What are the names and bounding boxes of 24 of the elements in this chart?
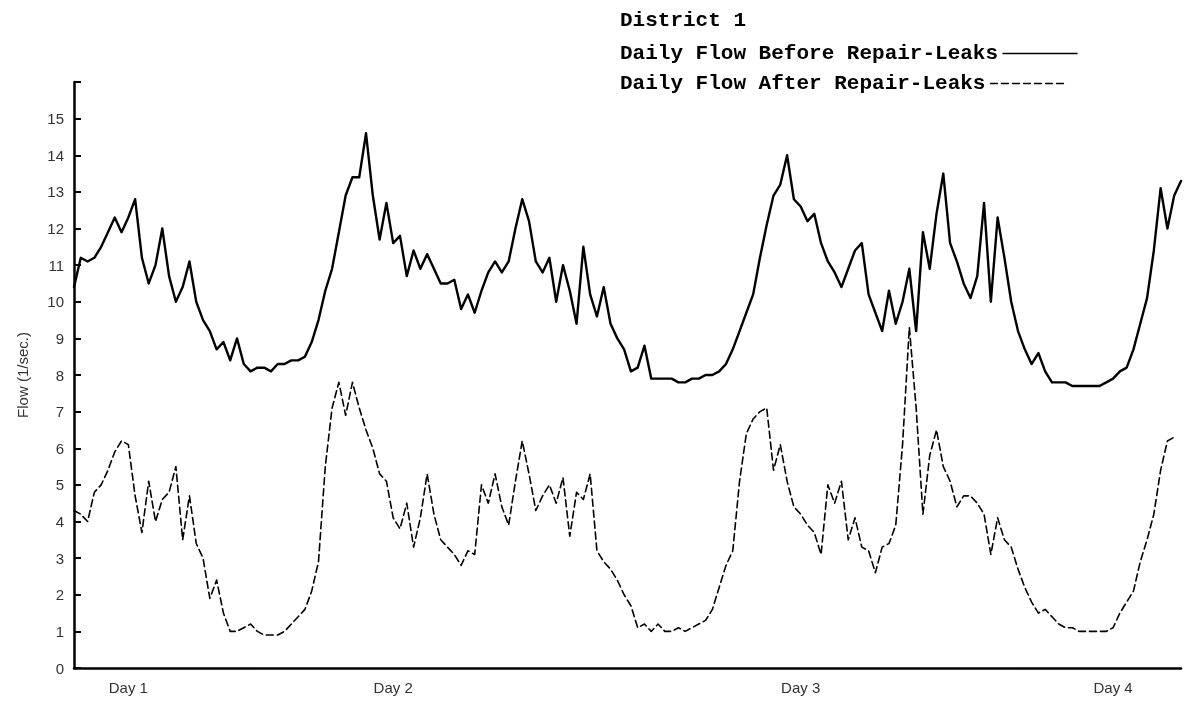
x-tick-label: Day 3 — [781, 679, 821, 696]
y-tick-label: 11 — [48, 256, 64, 274]
y-tick-label: 0 — [55, 659, 64, 677]
y-tick-label: 14 — [47, 146, 64, 164]
y-tick-label: 13 — [47, 183, 64, 201]
y-tick-label: 7 — [55, 403, 64, 421]
y-tick-label: 10 — [47, 293, 64, 311]
y-axis-title: Flow (1/sec.) — [14, 332, 31, 418]
y-tick-label: 15 — [47, 110, 64, 128]
y-tick-label: 2 — [55, 586, 64, 604]
legend-label: Daily Flow After Repair-Leaks — [619, 72, 986, 95]
y-tick-label: 4 — [55, 513, 64, 530]
y-tick-label: 6 — [55, 439, 64, 457]
y-tick-label: 9 — [55, 329, 64, 347]
x-tick-label: Day 4 — [1093, 679, 1133, 696]
y-tick-label: 3 — [55, 549, 64, 567]
y-tick-label: 5 — [55, 476, 64, 494]
y-tick-label: 12 — [47, 220, 64, 237]
x-tick-label: Day 1 — [108, 679, 148, 696]
y-tick-label: 1 — [55, 622, 64, 640]
legend-label: Daily Flow Before Repair-Leaks — [620, 42, 999, 65]
y-tick-label: 8 — [55, 366, 64, 384]
chart-title: District 1 — [620, 9, 747, 32]
x-tick-label: Day 2 — [373, 679, 413, 696]
